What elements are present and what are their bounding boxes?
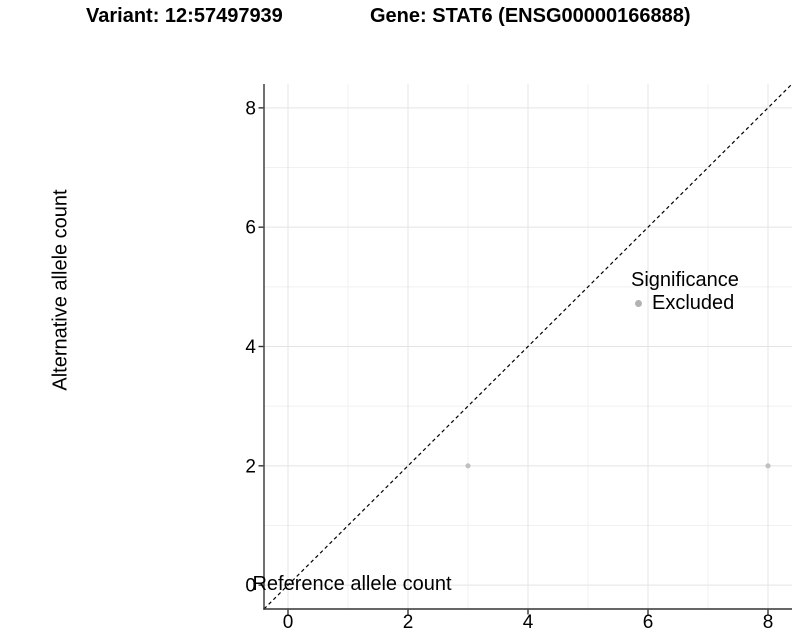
plot-canvas: 0 2 4 6 8 0 2 4 6 8 [245,83,793,628]
y-tick-label: 8 [245,98,256,119]
data-point [465,463,471,469]
identity-line [263,83,793,610]
y-axis-title: Alternative allele count [49,189,72,391]
data-point [765,463,771,469]
legend-point-icon [635,299,642,307]
eqtl-allele-count-figure: Variant: 12:57497939 Gene: STAT6 (ENSG00… [49,5,793,628]
plot-title-variant: Variant: 12:57497939 [86,5,283,27]
x-tick-label: 4 [523,612,534,628]
y-tick-label: 4 [245,337,256,358]
x-axis-title: Reference allele count [252,573,452,595]
x-tick-label: 0 [283,612,294,628]
x-tick-label: 6 [643,612,654,628]
y-tick-label: 0 [245,576,256,597]
y-tick-label: 6 [245,218,256,239]
x-tick-label: 2 [403,612,414,628]
plot-title-gene: Gene: STAT6 (ENSG00000166888) [370,5,691,27]
x-tick-label: 8 [763,612,774,628]
legend-title: Significance [631,269,739,291]
legend-entry-label: Excluded [652,292,735,314]
y-tick-label: 2 [245,456,256,477]
legend-entry-excluded: Excluded [631,292,739,314]
legend: Significance Excluded [631,269,739,314]
plot-panel: 0 2 4 6 8 0 2 4 6 8 [88,28,793,628]
